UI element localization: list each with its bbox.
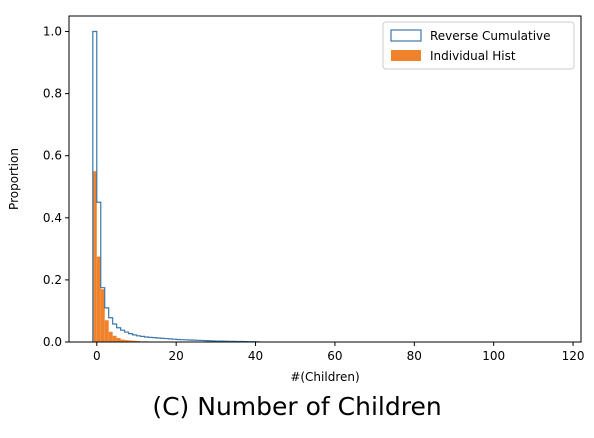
legend-label-reverse-cumulative: Reverse Cumulative	[430, 29, 551, 43]
x-tick-label: 60	[327, 349, 342, 363]
x-axis-label: #(Children)	[290, 370, 359, 384]
y-tick-label: 1.0	[43, 25, 62, 39]
y-tick-label: 0.4	[43, 211, 62, 225]
reverse-cumulative-step-line	[92, 30, 261, 343]
plot-area	[92, 30, 261, 343]
plot-frame	[68, 15, 582, 343]
legend-box	[382, 21, 575, 70]
y-tick-label: 0.2	[43, 273, 62, 287]
y-tick-label: 0.6	[43, 149, 62, 163]
hist-bar	[132, 340, 137, 342]
hist-bar	[108, 331, 113, 342]
hist-bar	[112, 335, 117, 342]
y-axis-label: Proportion	[7, 148, 21, 210]
x-tick-label: 80	[407, 349, 422, 363]
figure-caption: (C) Number of Children	[152, 392, 442, 421]
x-tick-label: 0	[93, 349, 101, 363]
x-tick-label: 40	[248, 349, 263, 363]
legend-swatch-individual-hist	[391, 50, 421, 61]
hist-bar	[92, 171, 97, 342]
legend: Reverse Cumulative Individual Hist	[382, 21, 575, 70]
x-tick-label: 120	[562, 349, 585, 363]
hist-bar	[124, 340, 129, 342]
histogram-chart: 0 20 40 60 80 100 120 0.0 0.2 0.4 0.6 0.8 1.0 #(Chi…	[7, 15, 585, 384]
hist-bar	[128, 340, 133, 342]
hist-bar	[104, 320, 109, 342]
legend-swatch-reverse-cumulative	[390, 29, 422, 42]
x-axis: 0 20 40 60 80 100 120	[93, 342, 585, 363]
y-axis: 0.0 0.2 0.4 0.6 0.8 1.0	[43, 25, 69, 349]
hist-bar	[120, 339, 125, 342]
legend-label-individual-hist: Individual Hist	[430, 49, 516, 63]
y-tick-label: 0.0	[43, 335, 62, 349]
hist-bar	[100, 289, 105, 342]
x-tick-label: 20	[169, 349, 184, 363]
hist-bar	[116, 337, 121, 342]
y-tick-label: 0.8	[43, 87, 62, 101]
x-tick-label: 100	[482, 349, 505, 363]
hist-bar	[96, 256, 101, 342]
